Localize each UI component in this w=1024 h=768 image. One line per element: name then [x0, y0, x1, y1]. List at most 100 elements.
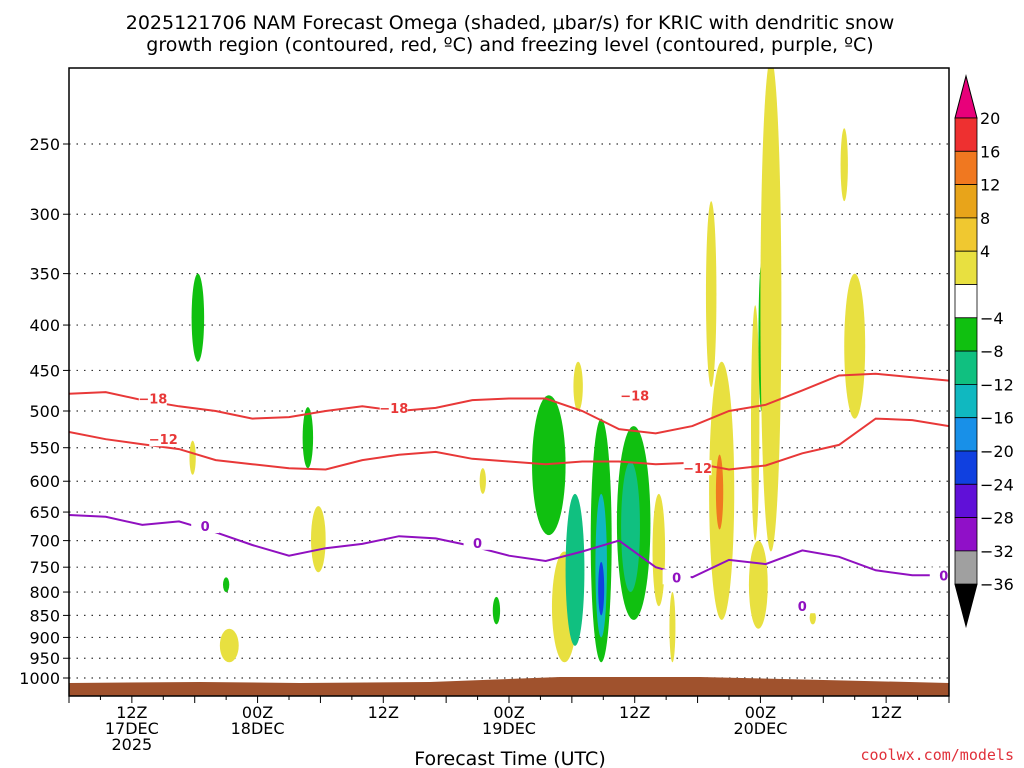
colorbar-bottom-triangle — [954, 583, 978, 629]
colorbar-top-triangle — [954, 74, 978, 119]
contour-label: −18 — [620, 389, 649, 404]
colorbar-segment — [954, 117, 978, 152]
colorbar-segment — [954, 483, 978, 518]
y-axis: 250 300 350 400 450 500 550 600 650 700 750 800 850 9… — [19, 135, 69, 688]
dgz-minus18-contour — [69, 372, 949, 435]
colorbar-segment — [954, 184, 978, 219]
contour-label-bg — [191, 518, 220, 534]
colorbar-segment — [954, 350, 978, 385]
omega-shade-region — [598, 562, 605, 616]
omega-shade-region — [219, 628, 239, 663]
omega-shade-region — [573, 361, 583, 412]
contour-label: 0 — [201, 520, 210, 535]
contour-label: 0 — [939, 569, 948, 584]
y-tick-label: 800 — [29, 583, 60, 602]
omega-shade-region — [189, 440, 196, 475]
colorbar-segment — [954, 217, 978, 252]
colorbar-segment — [954, 417, 978, 452]
contour-label-bg — [138, 390, 167, 406]
contour-label: −12 — [149, 433, 178, 448]
colorbar-label: −32 — [980, 542, 1014, 561]
chart-title-line1: 2025121706 NAM Forecast Omega (shaded, μ… — [126, 12, 895, 34]
omega-shade-region — [840, 128, 848, 202]
y-tick-label: 350 — [29, 265, 60, 284]
colorbar-segment — [954, 383, 978, 419]
dgz-minus12-contour — [69, 417, 949, 471]
omega-shade-region — [809, 610, 816, 625]
y-tick-label: 1000 — [19, 669, 60, 688]
colorbar-label: −24 — [980, 475, 1014, 494]
y-tick-label: 950 — [29, 649, 60, 668]
contour-label: −12 — [683, 462, 712, 477]
x-tick-label: 00Z — [242, 703, 273, 722]
colorbar-label: −4 — [980, 309, 1004, 328]
contours: −18 −18 −18 −12 −12 0 0 0 0 0 — [69, 372, 949, 615]
colorbar-label: −36 — [980, 575, 1014, 594]
colorbar-label: 20 — [980, 109, 1000, 128]
omega-shade-region — [532, 395, 566, 536]
colorbar-label: 16 — [980, 142, 1000, 161]
contour-label: 0 — [473, 537, 482, 552]
omega-shade-region — [760, 68, 782, 552]
x-tick-label: 00Z — [493, 703, 524, 722]
y-tick-label: 400 — [29, 316, 60, 335]
colorbar-label: 8 — [980, 209, 990, 228]
colorbar-label: 12 — [980, 176, 1000, 195]
contour-label-bg — [929, 567, 949, 583]
contour-label: −18 — [379, 402, 408, 417]
x-tick-label: 17DEC — [105, 719, 159, 738]
contour-label: 0 — [798, 600, 807, 615]
omega-shade-region — [302, 407, 314, 469]
contour-label-bg — [788, 598, 817, 614]
contour-label-bg — [662, 569, 691, 585]
contour-label-bg — [149, 431, 178, 447]
colorbar-segment — [954, 317, 978, 352]
contour-label-bg — [379, 399, 408, 415]
y-tick-label: 750 — [29, 558, 60, 577]
x-tick-label: 12Z — [870, 703, 901, 722]
omega-shade-region — [565, 493, 585, 646]
omega-shade-region — [652, 493, 666, 607]
omega-shade-region — [715, 454, 724, 530]
colorbar-segment — [954, 450, 978, 485]
colorbar-label: −20 — [980, 442, 1014, 461]
colorbar: 20 16 12 8 4 −4 −8 −12 −16 −20 −24 −28 −32 −36 — [954, 74, 1014, 629]
omega-shade-region — [223, 577, 230, 593]
omega-shade-region — [479, 468, 486, 494]
colorbar-label: −16 — [980, 409, 1014, 428]
y-tick-label: 250 — [29, 135, 60, 154]
x-tick-label: 12Z — [116, 703, 147, 722]
colorbar-segment — [954, 250, 978, 285]
x-axis-label: Forecast Time (UTC) — [414, 748, 605, 768]
y-tick-label: 850 — [29, 606, 60, 625]
x-tick-label: 18DEC — [231, 719, 285, 738]
omega-shade-region — [311, 506, 326, 573]
y-tick-label: 650 — [29, 503, 60, 522]
contour-label-bg — [620, 387, 649, 403]
plot-area: −18 −18 −18 −12 −12 0 0 0 0 0 — [69, 68, 949, 696]
x-tick-label: 19DEC — [482, 719, 536, 738]
omega-shade-region — [748, 540, 768, 629]
y-tick-label: 900 — [29, 628, 60, 647]
ground-surface — [69, 677, 949, 696]
y-tick-label: 450 — [29, 361, 60, 380]
x-tick-label: 12Z — [368, 703, 399, 722]
omega-shade-region — [844, 273, 866, 419]
omega-shade-region — [751, 305, 760, 541]
colorbar-label: −28 — [980, 509, 1014, 528]
colorbar-label: 4 — [980, 242, 990, 261]
colorbar-segment — [954, 284, 978, 319]
credit-text: coolwx.com/models — [860, 746, 1014, 764]
x-tick-label: 2025 — [111, 735, 152, 754]
omega-shade-region — [492, 596, 501, 625]
contour-label: −18 — [138, 392, 167, 407]
chart-title-line2: growth region (contoured, red, ºC) and f… — [146, 34, 873, 56]
x-tick-label: 20DEC — [733, 719, 787, 738]
colorbar-segment — [954, 517, 978, 552]
y-tick-label: 700 — [29, 532, 60, 551]
y-tick-label: 500 — [29, 402, 60, 421]
y-tick-label: 600 — [29, 472, 60, 491]
contour-label-bg — [463, 534, 492, 550]
